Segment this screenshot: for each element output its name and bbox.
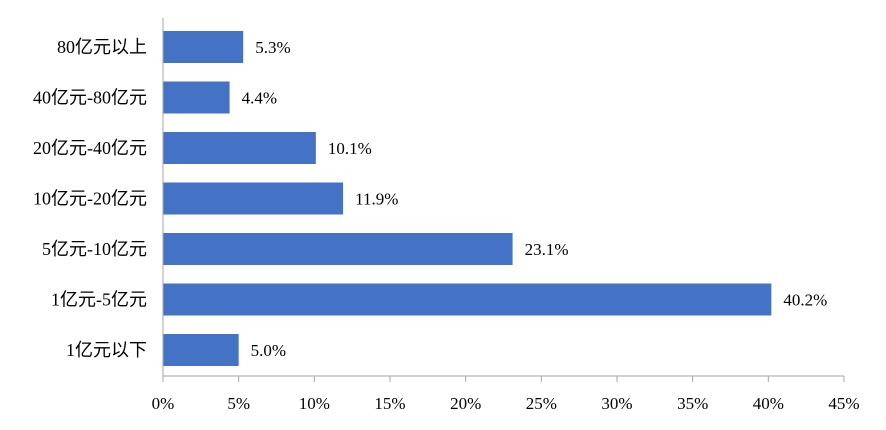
x-tick-label: 15% bbox=[374, 394, 405, 413]
data-label: 10.1% bbox=[328, 139, 372, 158]
x-tick-label: 25% bbox=[526, 394, 557, 413]
labels-layer: 80亿元以上 5.3% 40亿元-80亿元 4.4% 20亿元-40亿元 10.1% 10亿… bbox=[33, 37, 827, 360]
data-label: 11.9% bbox=[355, 190, 398, 209]
bars-layer bbox=[163, 31, 772, 366]
x-tick-label: 0% bbox=[152, 394, 175, 413]
x-tick-label: 40% bbox=[753, 394, 784, 413]
data-label: 5.3% bbox=[255, 38, 290, 57]
bar bbox=[163, 334, 239, 366]
bar bbox=[163, 182, 344, 215]
bar bbox=[163, 283, 772, 316]
category-label: 1亿元-5亿元 bbox=[51, 290, 147, 310]
x-axis: 0% 5% 10% 15% 20% 25% 30% 35% 40% 45% bbox=[152, 18, 860, 413]
category-label: 80亿元以上 bbox=[57, 37, 147, 57]
bar bbox=[163, 132, 316, 164]
data-label: 5.0% bbox=[251, 341, 286, 360]
bar bbox=[163, 233, 513, 265]
x-tick-label: 10% bbox=[299, 394, 330, 413]
bar bbox=[163, 31, 244, 63]
data-label: 40.2% bbox=[783, 291, 827, 310]
x-tick-label: 35% bbox=[677, 394, 708, 413]
x-tick-label: 20% bbox=[450, 394, 481, 413]
category-label: 20亿元-40亿元 bbox=[33, 138, 147, 158]
x-tick-label: 45% bbox=[828, 394, 859, 413]
category-label: 10亿元-20亿元 bbox=[33, 189, 147, 209]
data-label: 4.4% bbox=[242, 89, 277, 108]
category-label: 5亿元-10亿元 bbox=[42, 239, 147, 259]
x-tick-label: 5% bbox=[227, 394, 250, 413]
x-tick-label: 30% bbox=[601, 394, 632, 413]
data-label: 23.1% bbox=[525, 240, 569, 259]
category-label: 1亿元以下 bbox=[66, 340, 147, 360]
category-label: 40亿元-80亿元 bbox=[33, 88, 147, 108]
bar bbox=[163, 81, 230, 114]
